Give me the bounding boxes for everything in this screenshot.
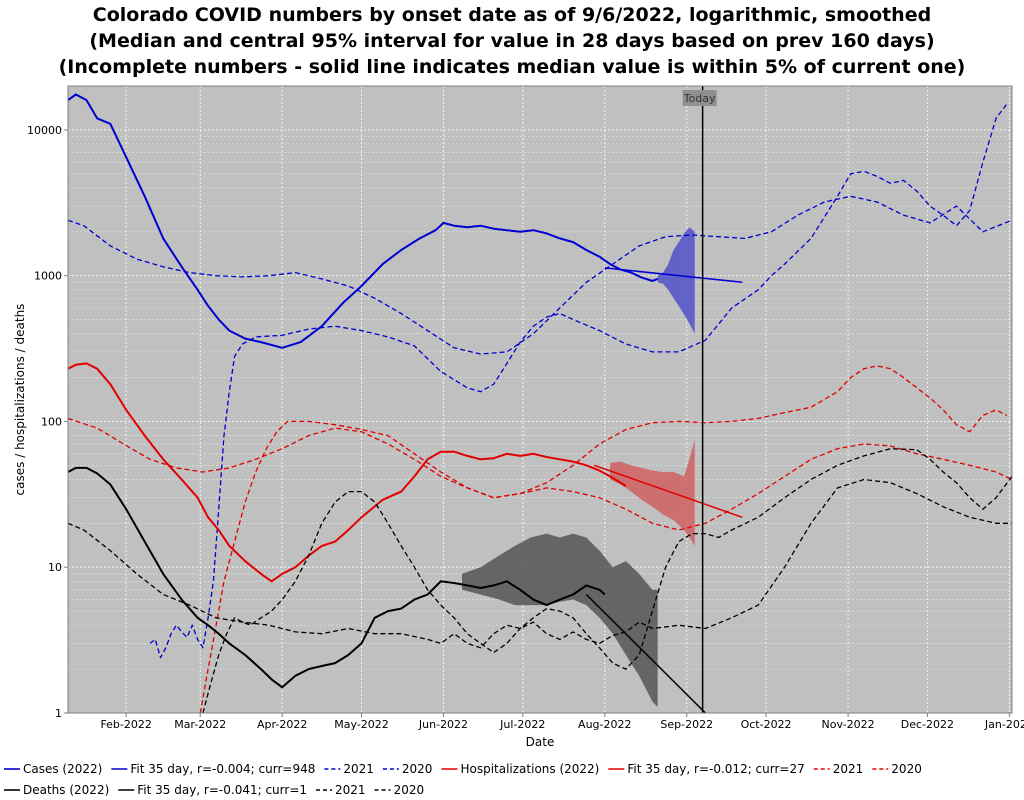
legend-label-0: Cases (2022) bbox=[23, 762, 102, 776]
today-label: Today bbox=[683, 92, 716, 105]
x-tick-label: Jul-2022 bbox=[499, 718, 545, 731]
series-line-6 bbox=[68, 417, 1012, 531]
series-line-8 bbox=[68, 466, 606, 689]
legend-label-3: 2020 bbox=[402, 762, 433, 776]
y-tick-label: 100 bbox=[41, 415, 62, 428]
x-tick-label: May-2022 bbox=[334, 718, 389, 731]
series-lines bbox=[68, 93, 1012, 713]
y-tick-label: 10000 bbox=[27, 124, 62, 137]
series-line-9 bbox=[585, 593, 707, 713]
legend-label-9: Fit 35 day, r=-0.041; curr=1 bbox=[137, 783, 307, 797]
covid-log-chart: Today 1 10 100 1000 10000 Feb-2022 Mar-2022 Apr… bbox=[13, 85, 1024, 749]
band-hosp_band bbox=[610, 439, 695, 546]
band-deaths_band bbox=[461, 533, 658, 707]
x-tick-label: Mar-2022 bbox=[174, 718, 226, 731]
legend-label-8: Deaths (2022) bbox=[23, 783, 109, 797]
x-tick-label: Jan-2023 bbox=[984, 718, 1024, 731]
series-line-1 bbox=[604, 267, 743, 284]
x-tick-label: Oct-2022 bbox=[741, 718, 792, 731]
legend-label-1: Fit 35 day, r=-0.004; curr=948 bbox=[130, 762, 315, 776]
y-tick-label: 1 bbox=[55, 707, 62, 720]
series-line-3 bbox=[149, 103, 1008, 659]
y-tick-label: 10 bbox=[48, 561, 62, 574]
series-line-11 bbox=[202, 448, 1012, 713]
legend-label-5: Fit 35 day, r=-0.012; curr=27 bbox=[627, 762, 804, 776]
series-line-4 bbox=[68, 362, 627, 583]
plot-area bbox=[68, 86, 1012, 713]
series-line-7 bbox=[199, 365, 1007, 713]
y-tick-label: 1000 bbox=[34, 270, 62, 283]
legend-label-11: 2020 bbox=[394, 783, 425, 797]
today-label-bg bbox=[682, 90, 717, 106]
chart-title-line-2: (Median and central 95% interval for val… bbox=[89, 30, 935, 52]
interval-bands bbox=[461, 227, 695, 707]
x-tick-label: Feb-2022 bbox=[100, 718, 151, 731]
legend-label-6: 2021 bbox=[833, 762, 864, 776]
plot-border bbox=[67, 85, 1013, 714]
chart-title-line-3: (Incomplete numbers - solid line indicat… bbox=[58, 56, 966, 78]
x-tick-label: Jun-2022 bbox=[418, 718, 468, 731]
x-tick-label: Nov-2022 bbox=[821, 718, 874, 731]
today-marker: Today bbox=[682, 86, 717, 713]
chart-title-line-1: Colorado COVID numbers by onset date as … bbox=[92, 4, 932, 26]
legend-label-4: Hospitalizations (2022) bbox=[460, 762, 599, 776]
band-cases_band bbox=[657, 227, 695, 334]
legend-label-2: 2021 bbox=[343, 762, 374, 776]
y-axis-label: cases / hospitalizations / deaths bbox=[13, 304, 27, 496]
chart-legend: Cases (2022) Fit 35 day, r=-0.004; curr=9… bbox=[4, 762, 922, 797]
series-line-5 bbox=[593, 464, 743, 519]
x-tick-label: Aug-2022 bbox=[578, 718, 631, 731]
series-line-0 bbox=[68, 93, 659, 349]
legend-label-10: 2021 bbox=[335, 783, 366, 797]
x-tick-label: Sep-2022 bbox=[660, 718, 713, 731]
axes: 1 10 100 1000 10000 Feb-2022 Mar-2022 Apr-2022 M… bbox=[13, 85, 1024, 749]
series-line-10 bbox=[68, 478, 1012, 649]
x-tick-label: Apr-2022 bbox=[257, 718, 307, 731]
series-line-2 bbox=[68, 195, 1012, 355]
x-axis-label: Date bbox=[526, 735, 555, 749]
legend-label-7: 2020 bbox=[891, 762, 922, 776]
x-tick-label: Dec-2022 bbox=[901, 718, 954, 731]
